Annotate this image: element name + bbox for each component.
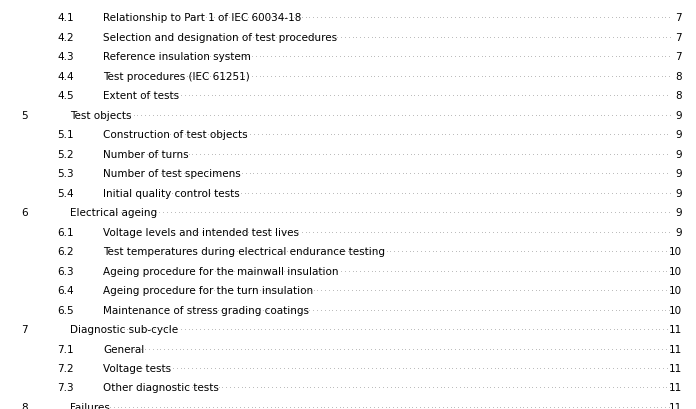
Text: 11: 11 [669,402,682,409]
Text: Number of test specimens: Number of test specimens [103,169,241,179]
Text: Failures: Failures [70,402,109,409]
Text: 9: 9 [675,110,682,121]
Text: Voltage levels and intended test lives: Voltage levels and intended test lives [103,227,299,237]
Text: 5.2: 5.2 [57,149,74,160]
Text: 10: 10 [669,305,682,315]
Text: Ageing procedure for the turn insulation: Ageing procedure for the turn insulation [103,285,313,295]
Text: Test procedures (IEC 61251): Test procedures (IEC 61251) [103,72,250,82]
Text: 6.3: 6.3 [57,266,74,276]
Text: 10: 10 [669,285,682,295]
Text: 10: 10 [669,247,682,256]
Text: Voltage tests: Voltage tests [103,363,171,373]
Text: Maintenance of stress grading coatings: Maintenance of stress grading coatings [103,305,309,315]
Text: 6.1: 6.1 [57,227,74,237]
Text: 9: 9 [675,208,682,218]
Text: 11: 11 [669,324,682,334]
Text: Construction of test objects: Construction of test objects [103,130,248,140]
Text: Test temperatures during electrical endurance testing: Test temperatures during electrical endu… [103,247,385,256]
Text: 4.1: 4.1 [57,13,74,23]
Text: 11: 11 [669,344,682,354]
Text: 9: 9 [675,130,682,140]
Text: Diagnostic sub-cycle: Diagnostic sub-cycle [70,324,177,334]
Text: 9: 9 [675,149,682,160]
Text: 9: 9 [675,227,682,237]
Text: 7: 7 [675,52,682,62]
Text: 8: 8 [21,402,28,409]
Text: Initial quality control tests: Initial quality control tests [103,188,239,198]
Text: Reference insulation system: Reference insulation system [103,52,251,62]
Text: 5.4: 5.4 [57,188,74,198]
Text: Extent of tests: Extent of tests [103,91,179,101]
Text: 7: 7 [21,324,28,334]
Text: 7.3: 7.3 [57,382,74,393]
Text: 8: 8 [675,91,682,101]
Text: 9: 9 [675,169,682,179]
Text: 4.4: 4.4 [57,72,74,82]
Text: 11: 11 [669,363,682,373]
Text: Selection and designation of test procedures: Selection and designation of test proced… [103,33,337,43]
Text: 5: 5 [21,110,28,121]
Text: Test objects: Test objects [70,110,131,121]
Text: Other diagnostic tests: Other diagnostic tests [103,382,219,393]
Text: 4.3: 4.3 [57,52,74,62]
Text: Electrical ageing: Electrical ageing [70,208,157,218]
Text: 6.5: 6.5 [57,305,74,315]
Text: 7: 7 [675,13,682,23]
Text: 6.4: 6.4 [57,285,74,295]
Text: 6: 6 [21,208,28,218]
Text: 9: 9 [675,188,682,198]
Text: 7.1: 7.1 [57,344,74,354]
Text: Ageing procedure for the mainwall insulation: Ageing procedure for the mainwall insula… [103,266,338,276]
Text: 6.2: 6.2 [57,247,74,256]
Text: 10: 10 [669,266,682,276]
Text: 4.2: 4.2 [57,33,74,43]
Text: 4.5: 4.5 [57,91,74,101]
Text: Relationship to Part 1 of IEC 60034-18: Relationship to Part 1 of IEC 60034-18 [103,13,301,23]
Text: General: General [103,344,144,354]
Text: Number of turns: Number of turns [103,149,189,160]
Text: 7: 7 [675,33,682,43]
Text: 5.1: 5.1 [57,130,74,140]
Text: 5.3: 5.3 [57,169,74,179]
Text: 7.2: 7.2 [57,363,74,373]
Text: 11: 11 [669,382,682,393]
Text: 8: 8 [675,72,682,82]
